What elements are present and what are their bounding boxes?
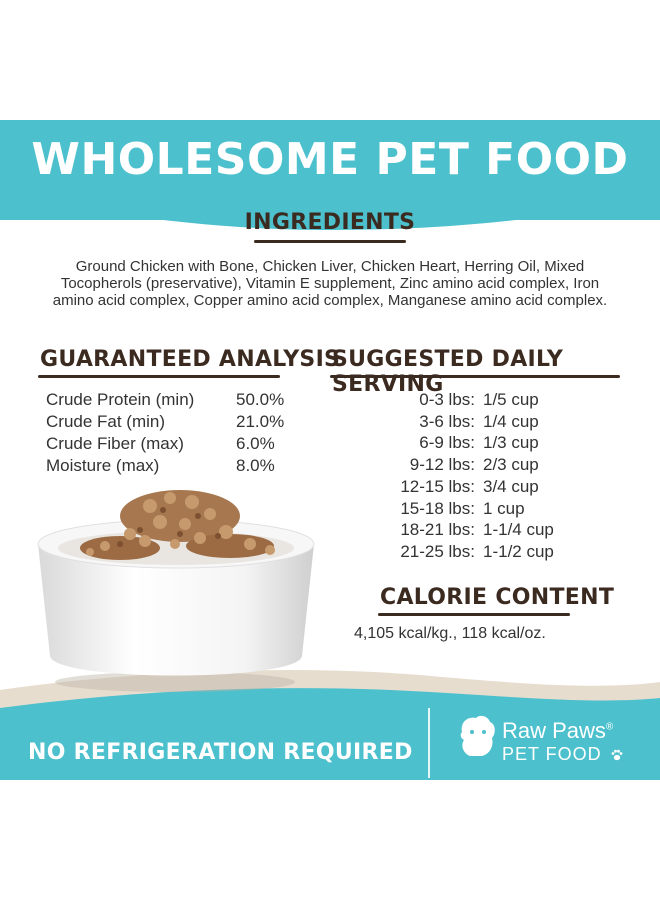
analysis-row: Crude Protein (min) 50.0%: [46, 389, 284, 411]
serving-weight: 21-25 lbs:: [400, 541, 475, 561]
analysis-label: Crude Fiber (max): [46, 434, 184, 453]
guaranteed-analysis-table: Crude Protein (min) 50.0% Crude Fat (min)…: [46, 389, 284, 477]
ingredients-text: Ground Chicken with Bone, Chicken Liver,…: [52, 258, 608, 309]
serving-weight: 3-6 lbs:: [419, 411, 475, 431]
footer-divider: [428, 708, 430, 778]
brand-subtitle-text: PET FOOD: [502, 744, 602, 764]
brand-name: Raw Paws®: [502, 718, 613, 744]
ingredients-heading: INGREDIENTS: [244, 210, 416, 235]
guaranteed-analysis-heading: GUARANTEED ANALYSIS: [40, 347, 341, 372]
banner-wave: [0, 160, 660, 230]
serving-amount: 1-1/4 cup: [483, 520, 554, 540]
serving-weight: 0-3 lbs:: [419, 390, 475, 409]
analysis-label: Crude Fat (min): [46, 412, 166, 431]
analysis-label: Crude Protein (min): [46, 390, 195, 409]
analysis-value: 21.0%: [236, 412, 285, 431]
serving-amount: 2/3 cup: [483, 455, 539, 475]
serving-row: 9-12 lbs: 2/3 cup: [350, 454, 554, 476]
analysis-value: 8.0%: [236, 456, 275, 475]
paw-icon: [611, 750, 623, 761]
serving-amount: 1/4 cup: [483, 411, 539, 431]
footer-wave: [0, 670, 660, 780]
analysis-label: Moisture (max): [46, 456, 160, 475]
calorie-content-heading: CALORIE CONTENT: [380, 585, 615, 610]
analysis-row: Crude Fat (min) 21.0%: [46, 411, 284, 433]
analysis-value: 6.0%: [236, 434, 275, 453]
brand-subtitle: PET FOOD: [502, 744, 624, 765]
ingredients-underline: [254, 240, 406, 243]
serving-weight: 12-15 lbs:: [400, 476, 475, 496]
dog-cat-logo-icon: [460, 715, 495, 756]
serving-weight: 18-21 lbs:: [400, 520, 475, 540]
serving-weight: 6-9 lbs:: [419, 433, 475, 453]
analysis-row: Crude Fiber (max) 6.0%: [46, 433, 284, 455]
analysis-row: Moisture (max) 8.0%: [46, 455, 284, 477]
serving-row: 12-15 lbs: 3/4 cup: [350, 476, 554, 498]
analysis-value: 50.0%: [236, 390, 285, 409]
brand-name-text: Raw Paws: [502, 718, 606, 743]
serving-row: 18-21 lbs: 1-1/4 cup: [350, 519, 554, 541]
pet-bowl-icon: [37, 490, 315, 692]
page-title: WHOLESOME PET FOOD: [31, 134, 629, 185]
serving-amount: 1-1/2 cup: [483, 541, 554, 561]
calorie-content-text: 4,105 kcal/kg., 118 kcal/oz.: [354, 625, 546, 642]
serving-row: 6-9 lbs: 1/3 cup: [350, 432, 554, 454]
serving-row: 0-3 lbs: 1/5 cup: [350, 389, 554, 411]
serving-row: 15-18 lbs: 1 cup: [350, 498, 554, 520]
serving-weight: 9-12 lbs:: [409, 455, 475, 475]
no-refrigeration-text: NO REFRIGERATION REQUIRED: [28, 740, 413, 765]
serving-amount: 1/5 cup: [483, 390, 539, 409]
serving-amount: 1/3 cup: [483, 433, 539, 453]
calorie-content-underline: [378, 613, 570, 616]
serving-amount: 3/4 cup: [483, 476, 539, 496]
serving-weight: 15-18 lbs:: [400, 498, 475, 518]
serving-row: 21-25 lbs: 1-1/2 cup: [350, 541, 554, 563]
serving-table: 0-3 lbs: 1/5 cup 3-6 lbs: 1/4 cup 6-9 lbs:…: [350, 389, 554, 563]
registered-mark: ®: [605, 721, 614, 733]
suggested-serving-underline: [330, 375, 620, 378]
serving-amount: 1 cup: [483, 498, 525, 518]
serving-row: 3-6 lbs: 1/4 cup: [350, 411, 554, 433]
guaranteed-analysis-underline: [38, 375, 280, 378]
